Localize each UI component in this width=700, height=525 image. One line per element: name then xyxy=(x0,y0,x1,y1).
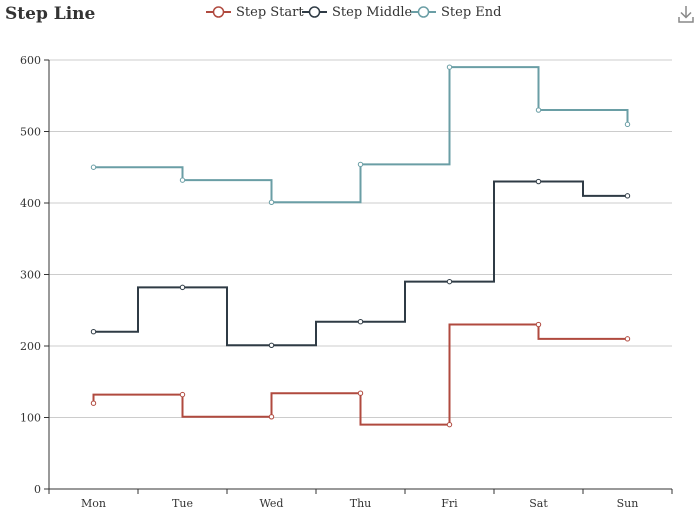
x-tick-label: Wed xyxy=(260,497,284,510)
data-point-step-start[interactable] xyxy=(357,390,364,396)
legend-marker-step-end xyxy=(411,6,436,18)
data-point-step-middle[interactable] xyxy=(357,318,364,325)
data-point-step-middle[interactable] xyxy=(90,329,97,335)
data-point-step-start[interactable] xyxy=(179,391,186,398)
data-point-step-end[interactable] xyxy=(357,161,364,168)
legend-marker-step-middle xyxy=(302,6,327,18)
x-tick-label: Tue xyxy=(172,497,193,510)
data-point-step-start[interactable] xyxy=(624,336,631,342)
x-tick-label: Sat xyxy=(529,497,548,510)
x-tick-label: Fri xyxy=(441,497,458,510)
y-tick-label: 600 xyxy=(20,54,41,67)
data-point-step-end[interactable] xyxy=(446,64,453,70)
legend-item-step-end[interactable]: Step End xyxy=(411,4,501,20)
legend: Step Start Step Middle Step End xyxy=(0,0,700,28)
legend-item-step-middle[interactable]: Step Middle xyxy=(302,4,412,20)
data-point-step-middle[interactable] xyxy=(535,178,542,185)
data-point-step-middle[interactable] xyxy=(624,193,631,199)
data-point-step-start[interactable] xyxy=(268,414,275,420)
x-tick-label: Thu xyxy=(350,497,372,510)
chart-title: Step Line xyxy=(5,4,96,24)
data-point-step-start[interactable] xyxy=(446,421,453,428)
legend-marker-step-start xyxy=(206,6,231,18)
y-tick-label: 100 xyxy=(20,412,41,425)
legend-label-step-end: Step End xyxy=(441,4,502,20)
data-point-step-end[interactable] xyxy=(268,199,275,205)
download-icon xyxy=(678,6,694,23)
data-point-step-start[interactable] xyxy=(535,321,542,328)
data-point-step-end[interactable] xyxy=(179,177,186,183)
x-tick-label: Sun xyxy=(617,497,639,510)
y-tick-label: 400 xyxy=(20,197,41,210)
y-tick-label: 0 xyxy=(34,483,41,496)
data-point-step-middle[interactable] xyxy=(446,278,453,285)
x-tick-label: Mon xyxy=(81,497,106,510)
series-lines xyxy=(90,64,631,428)
y-tick-label: 500 xyxy=(20,126,41,139)
legend-item-step-start[interactable]: Step Start xyxy=(206,4,304,20)
grid-lines xyxy=(49,59,672,418)
legend-label-step-start: Step Start xyxy=(236,4,304,20)
data-point-step-end[interactable] xyxy=(624,121,631,128)
data-point-step-end[interactable] xyxy=(535,107,542,113)
legend-label-step-middle: Step Middle xyxy=(332,4,413,20)
y-tick-label: 200 xyxy=(20,340,41,353)
series-line-step-start xyxy=(92,323,628,426)
download-button[interactable] xyxy=(676,4,696,24)
y-tick-label: 300 xyxy=(20,269,41,282)
axes: 0 100 200 300 400 500 600 Mon Tue Wed Thu Fri Sat Sun xyxy=(20,54,673,510)
data-point-step-middle[interactable] xyxy=(268,342,275,348)
data-point-step-middle[interactable] xyxy=(179,284,186,291)
data-point-step-start[interactable] xyxy=(90,400,97,406)
data-point-step-end[interactable] xyxy=(90,164,97,170)
